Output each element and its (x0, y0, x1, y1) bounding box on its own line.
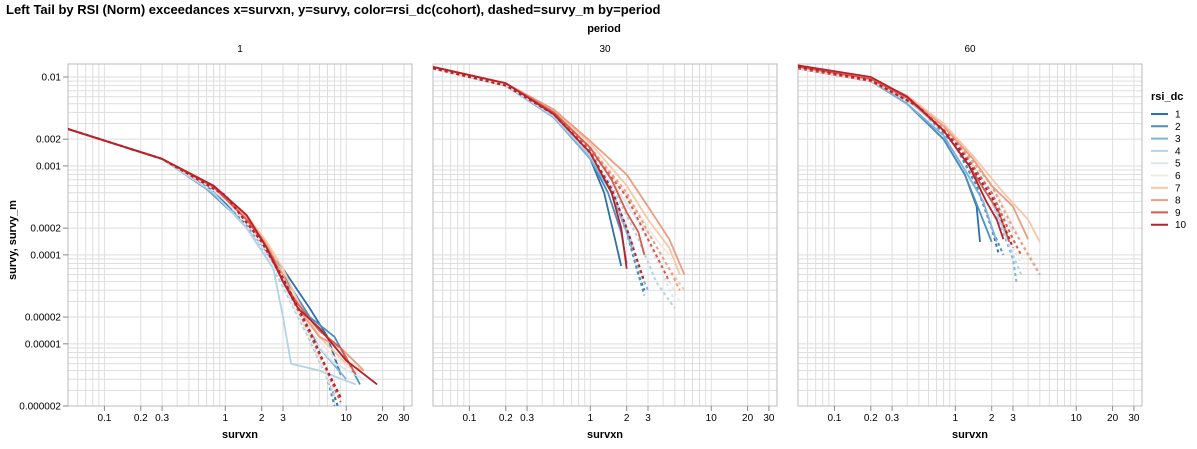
x-tick-label: 30 (1128, 413, 1140, 424)
series-survy-dc4 (68, 128, 357, 386)
facet-header-title: period (587, 23, 621, 35)
panel-border (432, 63, 778, 407)
y-tick-label: 0.000002 (19, 402, 61, 413)
facet-panel-30: 30 0.1 0.2 0.3 1 2 3 10 20 30 survxn (432, 44, 778, 441)
facet-panel-1: 1 0.1 0.2 0.3 1 2 3 10 20 30 survxn 0.01 0.002 0.001 0… (19, 44, 413, 441)
x-tick-label: 0.3 (155, 413, 169, 424)
y-tick-label: 0.0001 (30, 250, 61, 261)
x-tick-label: 30 (398, 413, 410, 424)
facet-label-1: 1 (237, 44, 243, 55)
x-tick-label: 0.1 (97, 413, 111, 424)
facet-label-30: 30 (599, 44, 611, 55)
series-group (798, 64, 1041, 282)
y-axis-title: survy, survy_m (7, 200, 19, 280)
x-tick-label: 2 (259, 413, 265, 424)
x-tick-label: 1 (223, 413, 229, 424)
x-tick-label: 30 (763, 413, 775, 424)
x-tick-label: 20 (742, 413, 754, 424)
series-survy-dc5 (798, 67, 1014, 233)
x-axis-title: survxn (222, 429, 258, 441)
panel-border (67, 63, 413, 407)
x-tick-label: 0.3 (885, 413, 899, 424)
x-tick-label: 20 (1107, 413, 1119, 424)
legend-label-9: 9 (1175, 208, 1181, 219)
series-survy-dc10 (433, 66, 628, 269)
x-axis-title: survxn (952, 429, 988, 441)
x-tick-label: 3 (280, 413, 286, 424)
y-tick-label: 0.00001 (25, 339, 62, 350)
x-tick-label: 20 (377, 413, 389, 424)
facet-panel-60: 60 0.1 0.2 0.3 1 2 3 10 20 30 survxn (797, 44, 1143, 441)
x-axis-title: survxn (587, 429, 623, 441)
legend-title: rsi_dc (1151, 91, 1183, 103)
series-survy-m-dc8 (798, 67, 1041, 276)
legend-label-2: 2 (1175, 122, 1181, 133)
series-survy-dc3 (68, 128, 347, 380)
chart-title: Left Tail by RSI (Norm) exceedances x=su… (6, 2, 661, 17)
x-tick-label: 10 (341, 413, 353, 424)
x-tick-label: 0.2 (864, 413, 878, 424)
facets: 1 0.1 0.2 0.3 1 2 3 10 20 30 survxn 0.01 0.002 0.001 0… (19, 44, 1143, 441)
legend-label-6: 6 (1175, 171, 1181, 182)
series-survy-dc10 (68, 128, 378, 386)
series-survy-m-dc10 (798, 65, 1014, 249)
x-tick-label: 0.1 (462, 413, 476, 424)
series-survy-dc7 (433, 66, 681, 275)
series-survy-m-dc6 (68, 128, 342, 403)
legend-label-1: 1 (1175, 110, 1181, 121)
x-tick-label: 0.2 (134, 413, 148, 424)
series-group (68, 128, 378, 406)
x-tick-label: 1 (588, 413, 594, 424)
facet-label-60: 60 (964, 44, 976, 55)
y-tick-label: 0.002 (36, 135, 61, 146)
x-tick-label: 3 (645, 413, 651, 424)
x-tick-label: 2 (989, 413, 995, 424)
x-tick-label: 10 (1071, 413, 1083, 424)
x-tick-label: 10 (706, 413, 718, 424)
y-tick-label: 0.001 (36, 161, 61, 172)
x-tick-label: 3 (1010, 413, 1016, 424)
legend-label-3: 3 (1175, 134, 1181, 145)
x-tick-label: 0.2 (499, 413, 513, 424)
legend-label-5: 5 (1175, 159, 1181, 170)
y-tick-label: 0.00002 (25, 313, 62, 324)
series-survy-dc10 (798, 64, 1005, 240)
legend-label-7: 7 (1175, 183, 1181, 194)
series-survy-m-dc8 (433, 67, 681, 291)
panel-border (797, 63, 1143, 407)
y-tick-label: 0.0002 (30, 224, 61, 235)
x-tick-label: 0.1 (827, 413, 841, 424)
series-group (433, 66, 686, 309)
y-tick-label: 0.01 (42, 72, 62, 83)
x-tick-label: 1 (953, 413, 959, 424)
x-tick-label: 2 (624, 413, 630, 424)
x-tick-label: 0.3 (520, 413, 534, 424)
legend-label-8: 8 (1175, 196, 1181, 207)
series-survy-dc8 (433, 66, 686, 275)
legend-label-10: 10 (1175, 220, 1187, 231)
legend-label-4: 4 (1175, 146, 1181, 157)
